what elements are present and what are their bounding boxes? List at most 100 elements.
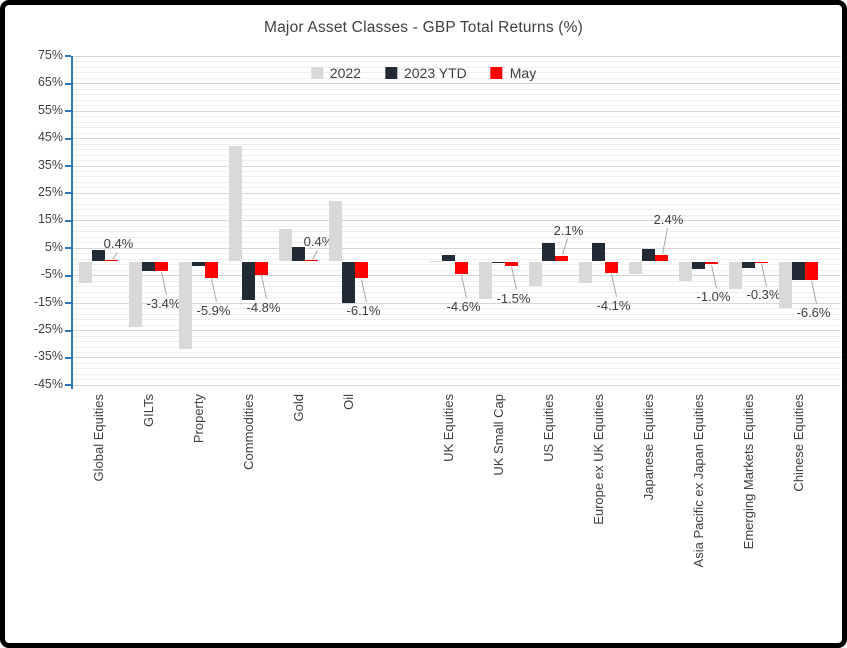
minor-gridline: [71, 171, 841, 172]
legend-item: 2023 YTD: [384, 65, 467, 81]
data-label: 0.4%: [103, 236, 134, 252]
legend-swatch-icon: [384, 67, 397, 79]
bar-2023-ytd: [692, 261, 705, 269]
y-axis-tick: [65, 384, 71, 387]
minor-gridline: [71, 341, 841, 343]
leader-line: [711, 265, 717, 289]
data-label: 2.4%: [653, 211, 684, 227]
bar-2022: [529, 261, 542, 287]
minor-gridline: [71, 209, 841, 211]
bar-may: [805, 261, 818, 280]
minor-gridline: [71, 187, 841, 189]
legend-label: 2023 YTD: [403, 65, 467, 81]
y-axis-tick: [65, 110, 71, 113]
bar-2022: [779, 261, 792, 309]
minor-gridline: [71, 94, 841, 96]
minor-gridline: [71, 143, 841, 145]
x-axis-label: Japanese Equities: [641, 393, 656, 501]
major-gridline: [71, 165, 841, 167]
y-axis-label: 35%: [37, 157, 63, 172]
legend-item: May: [490, 65, 537, 81]
minor-gridline: [71, 181, 841, 183]
minor-gridline: [71, 149, 841, 151]
y-axis-tick: [65, 82, 71, 85]
bar-2023-ytd: [292, 247, 305, 262]
minor-gridline: [71, 319, 841, 321]
y-axis-tick: [65, 274, 71, 277]
y-axis-label: 5%: [44, 239, 63, 254]
x-axis-label: Commodities: [241, 393, 256, 470]
minor-gridline: [71, 351, 841, 353]
x-axis-label: Oil: [341, 393, 356, 410]
minor-gridline: [71, 116, 841, 118]
minor-gridline: [71, 258, 841, 260]
y-axis-label: -35%: [33, 349, 63, 364]
legend-label: May: [509, 65, 537, 81]
y-axis-label: -5%: [40, 267, 63, 282]
bar-may: [755, 261, 768, 263]
bar-may: [305, 260, 318, 262]
legend-swatch-icon: [310, 67, 323, 79]
bar-2022: [179, 261, 192, 350]
bar-may: [205, 261, 218, 278]
major-gridline: [71, 357, 841, 359]
major-gridline: [71, 275, 841, 277]
minor-gridline: [71, 368, 841, 370]
major-gridline: [71, 192, 841, 194]
minor-gridline: [71, 176, 841, 178]
minor-gridline: [71, 160, 841, 162]
bar-2022: [679, 261, 692, 281]
bar-2023-ytd: [342, 261, 355, 304]
major-gridline: [71, 384, 841, 386]
minor-gridline: [71, 253, 841, 255]
y-axis-tick: [65, 137, 71, 140]
legend-label: 2022: [329, 65, 361, 81]
minor-gridline: [71, 99, 841, 101]
bar-2022: [429, 260, 442, 262]
minor-gridline: [71, 72, 841, 74]
bar-may: [555, 255, 568, 262]
minor-gridline: [71, 324, 841, 326]
bar-2023-ytd: [92, 249, 105, 262]
data-label: -6.6%: [796, 304, 831, 320]
bar-may: [155, 261, 168, 271]
major-gridline: [71, 138, 841, 140]
y-axis-tick: [65, 302, 71, 305]
bar-may: [255, 261, 268, 275]
bar-2022: [129, 261, 142, 328]
bar-may: [455, 261, 468, 275]
major-gridline: [71, 247, 841, 249]
x-axis-label: US Equities: [541, 393, 556, 462]
y-axis-tick: [65, 356, 71, 359]
data-label: -1.0%: [696, 289, 731, 305]
major-gridline: [71, 83, 841, 85]
minor-gridline: [71, 61, 841, 63]
major-gridline: [71, 110, 841, 112]
minor-gridline: [71, 280, 841, 282]
minor-gridline: [71, 346, 841, 348]
bar-2022: [729, 261, 742, 289]
minor-gridline: [71, 335, 841, 337]
data-label: -4.8%: [246, 299, 281, 315]
major-gridline: [71, 302, 841, 304]
x-axis-label: Gold: [291, 393, 306, 422]
y-axis-tick: [65, 165, 71, 168]
minor-gridline: [71, 105, 841, 107]
chart-title: Major Asset Classes - GBP Total Returns …: [264, 19, 583, 36]
y-axis-label: 55%: [37, 102, 63, 117]
y-axis-line: [71, 55, 73, 389]
bar-2022: [229, 146, 242, 262]
major-gridline: [71, 220, 841, 222]
x-axis-label: Asia Pacific ex Japan Equities: [691, 393, 706, 568]
minor-gridline: [71, 203, 841, 205]
major-gridline: [71, 55, 841, 57]
bar-may: [105, 260, 118, 262]
minor-gridline: [71, 313, 841, 315]
minor-gridline: [71, 127, 841, 129]
bar-2023-ytd: [542, 243, 555, 262]
bar-2022: [279, 228, 292, 262]
minor-gridline: [71, 154, 841, 156]
legend-swatch-icon: [490, 67, 503, 79]
y-axis-label: 65%: [37, 75, 63, 90]
y-axis-label: 45%: [37, 130, 63, 145]
